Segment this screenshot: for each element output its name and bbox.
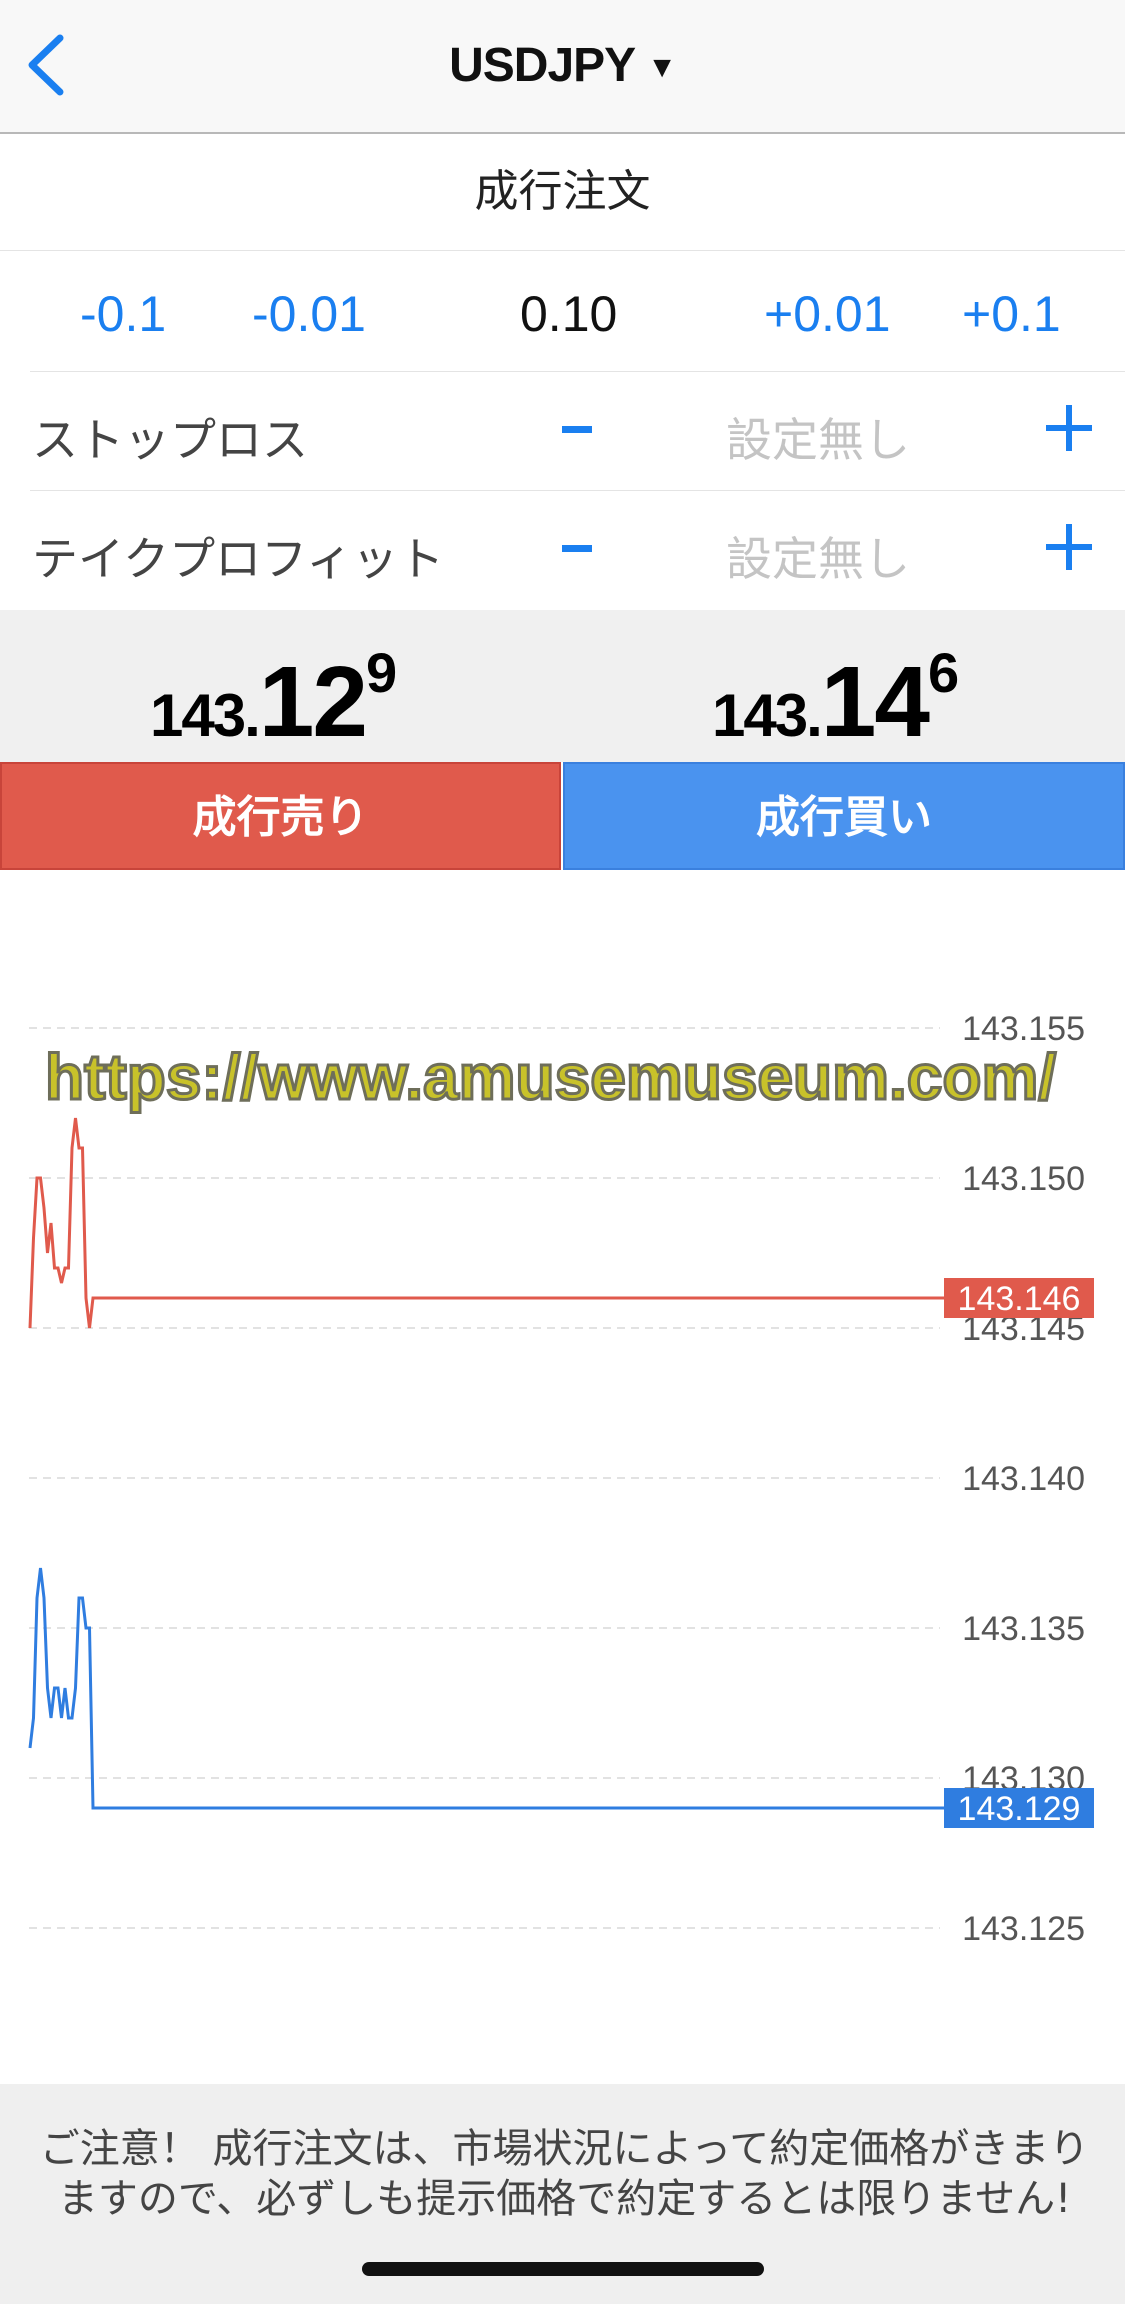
- navigation-bar: USDJPY ▼: [0, 0, 1125, 134]
- bid-prefix: 143.: [150, 682, 261, 749]
- lot-decrease-0.01-button[interactable]: -0.01: [252, 286, 366, 342]
- stop-loss-label: ストップロス: [32, 413, 308, 467]
- market-sell-button[interactable]: 成行売り: [0, 762, 561, 870]
- current-price-badge: [944, 1788, 1094, 1828]
- y-tick-label: 143.140: [962, 1460, 1085, 1498]
- order-type[interactable]: 成行注文: [0, 134, 1125, 251]
- lot-decrease-0.1-button[interactable]: -0.1: [80, 286, 167, 342]
- stop-loss-plus-button[interactable]: [1046, 392, 1096, 462]
- lot-increase-0.01-button[interactable]: +0.01: [764, 286, 891, 342]
- notice-text: ご注意！ 成行注文は、市場状況によって約定価格がきまりますので、必ずしも提示価格…: [39, 2126, 1090, 2222]
- ask-big: 14: [820, 646, 930, 758]
- ask-pip: 6: [928, 641, 959, 704]
- stop-loss-input[interactable]: 設定無し: [726, 413, 910, 467]
- y-tick-label: 143.150: [962, 1160, 1085, 1198]
- stop-loss-row: ストップロス 設定無し: [0, 372, 1125, 491]
- bid-big: 12: [258, 646, 368, 758]
- y-tick-label: 143.135: [962, 1610, 1085, 1648]
- lot-stepper: -0.1 -0.01 0.10 +0.01 +0.1: [0, 251, 1125, 372]
- price-line: [28, 1567, 944, 1810]
- take-profit-input[interactable]: 設定無し: [726, 532, 910, 586]
- lot-increase-0.1-button[interactable]: +0.1: [962, 286, 1061, 342]
- symbol-selector[interactable]: USDJPY ▼: [0, 38, 1125, 93]
- back-button[interactable]: [22, 30, 82, 100]
- current-price-label: 143.146: [958, 1280, 1081, 1318]
- current-price-badge: [944, 1278, 1094, 1318]
- chevron-left-icon: [28, 34, 64, 96]
- current-price-label: 143.129: [958, 1790, 1081, 1828]
- bid-pip: 9: [366, 641, 397, 704]
- bid-price: 143.129: [150, 640, 397, 760]
- stop-loss-minus-button[interactable]: [562, 426, 592, 433]
- market-buy-button[interactable]: 成行買い: [563, 762, 1125, 870]
- divider: [30, 490, 1125, 491]
- ask-prefix: 143.: [712, 682, 823, 749]
- divider: [30, 371, 1125, 372]
- price-panel: 143.129 143.146: [0, 610, 1125, 762]
- take-profit-row: テイクプロフィット 設定無し: [0, 491, 1125, 609]
- tick-chart: 143.155143.150143.145143.140143.135143.1…: [28, 1010, 1094, 1948]
- triangle-down-icon: ▼: [647, 51, 677, 84]
- price-line: [28, 1117, 944, 1329]
- take-profit-plus-button[interactable]: [1046, 511, 1096, 581]
- take-profit-label: テイクプロフィット: [32, 532, 445, 586]
- take-profit-minus-button[interactable]: [562, 545, 592, 552]
- home-indicator[interactable]: [362, 2262, 764, 2276]
- y-tick-label: 143.155: [962, 1010, 1085, 1048]
- symbol-title: USDJPY: [449, 39, 636, 92]
- ask-price: 143.146: [712, 640, 959, 760]
- y-tick-label: 143.125: [962, 1910, 1085, 1948]
- lot-value[interactable]: 0.10: [520, 286, 618, 342]
- watermark: https://www.amusemuseum.com/: [43, 1040, 1057, 1115]
